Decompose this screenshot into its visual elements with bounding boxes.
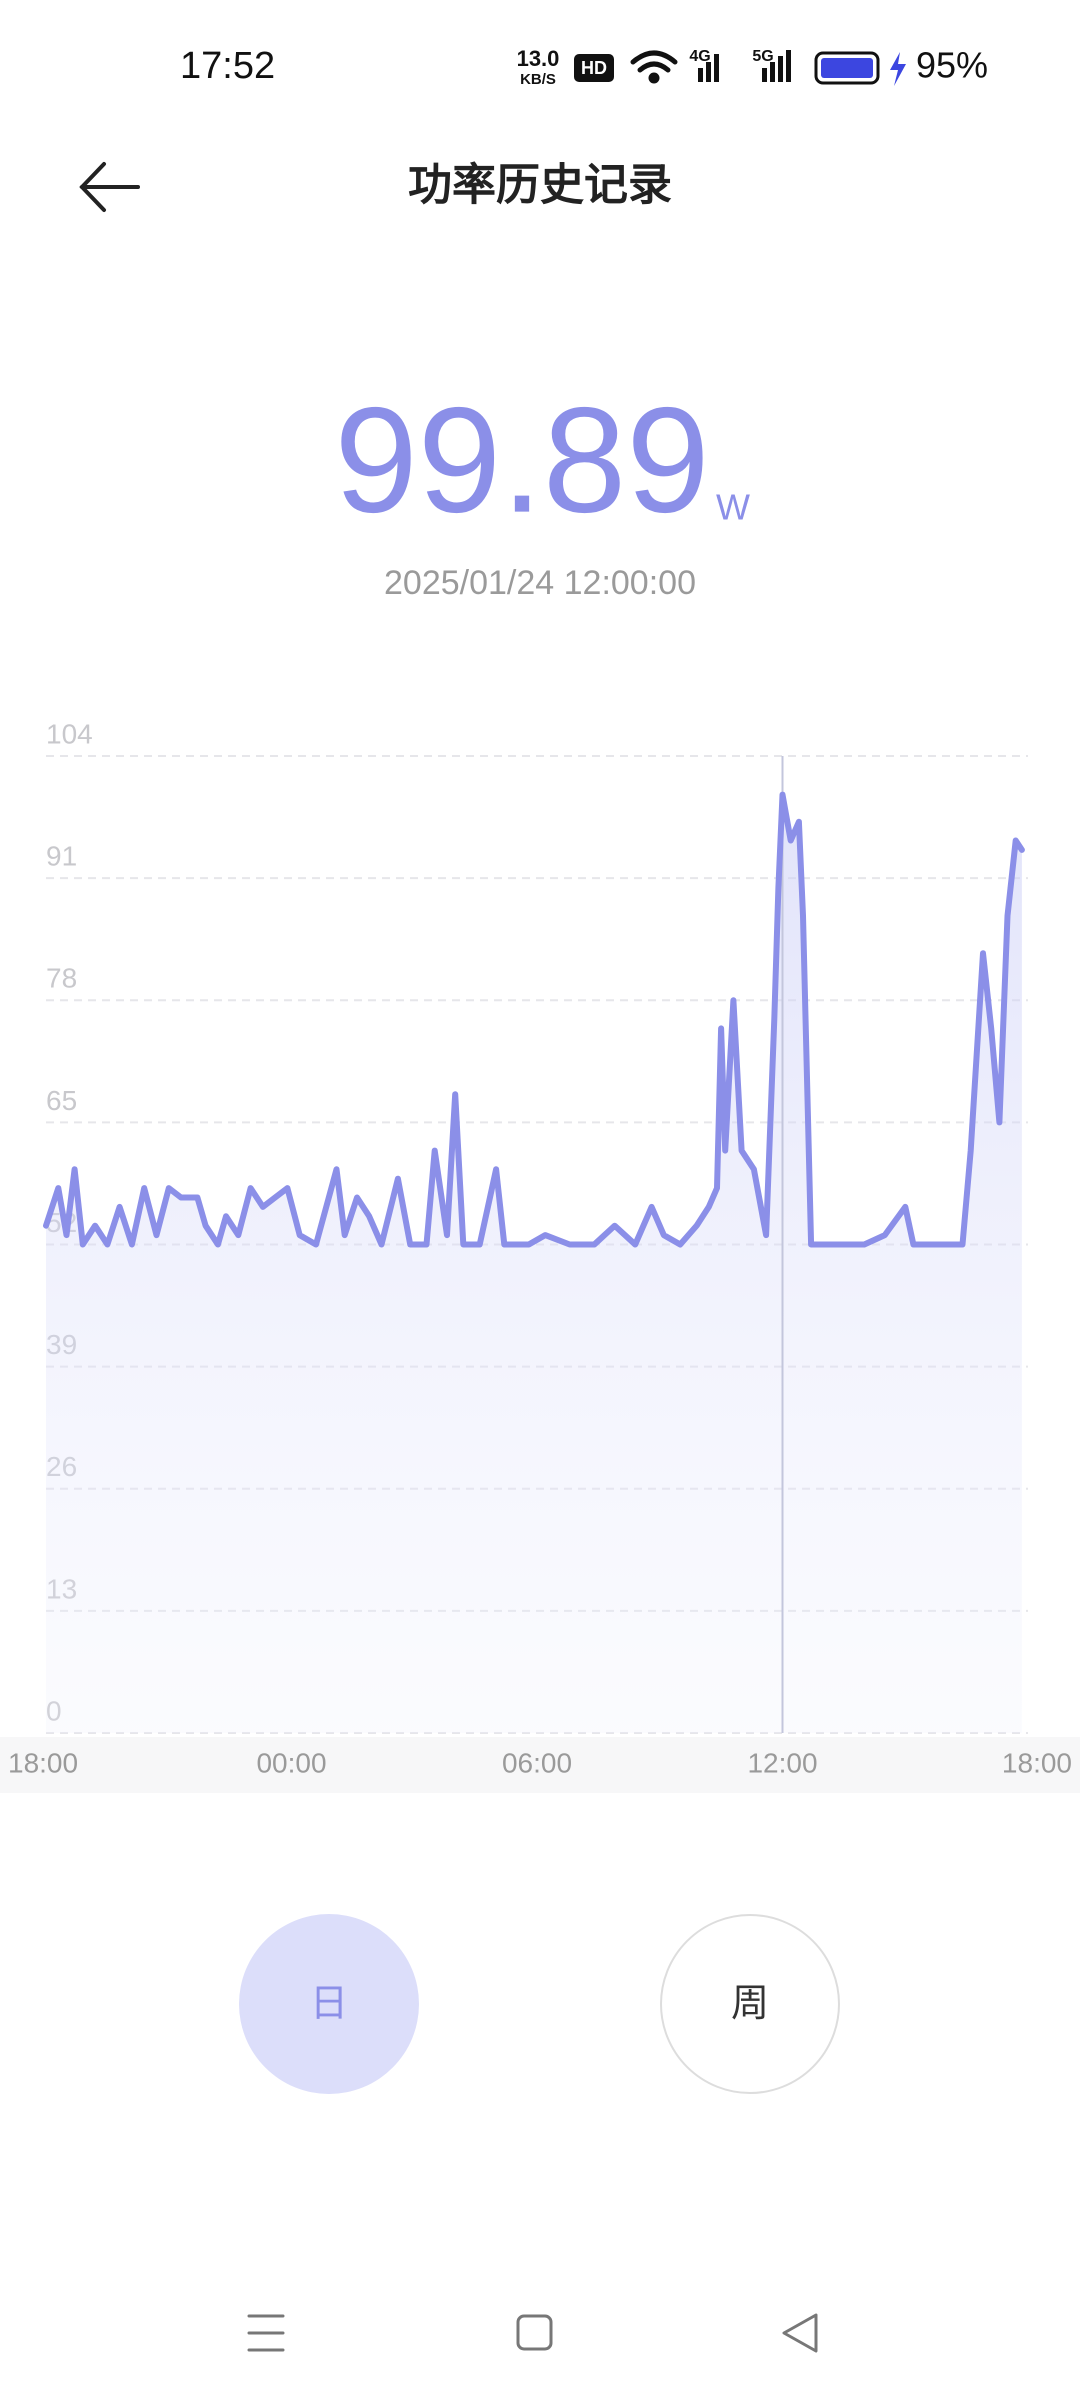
x-tick-label: 00:00	[256, 1747, 326, 1778]
x-tick-label: 12:00	[747, 1747, 817, 1778]
readout-value: 99.89	[334, 376, 709, 544]
nav-menu[interactable]	[247, 2314, 285, 2352]
hd-icon	[574, 54, 614, 82]
y-tick-label: 104	[46, 718, 93, 749]
readout-unit: W	[716, 487, 750, 528]
back-button[interactable]	[79, 162, 140, 212]
x-tick-label: 06:00	[502, 1747, 572, 1778]
nav-back[interactable]	[782, 2313, 818, 2353]
net-speed-unit: KB/S	[520, 71, 556, 88]
battery-percent: 95%	[916, 45, 988, 86]
chart: 01326395265789110418:0000:0006:0012:0018…	[8, 718, 1072, 1778]
tab-week-label[interactable]: 周	[731, 1983, 769, 2025]
signal-2-label: 5G	[752, 48, 773, 65]
tab-day-label[interactable]: 日	[310, 1983, 348, 2025]
area	[46, 794, 1022, 1733]
battery-icon	[814, 51, 880, 85]
net-speed: 13.0	[517, 46, 560, 71]
x-tick-label: 18:00	[1002, 1747, 1072, 1778]
y-tick-label: 91	[46, 841, 77, 872]
signal-2-icon	[762, 50, 791, 82]
tab-week[interactable]	[660, 1914, 840, 2094]
nav-home[interactable]	[516, 2314, 553, 2351]
hd-label: HD	[581, 58, 607, 78]
signal-1-label: 4G	[689, 48, 710, 65]
y-tick-label: 78	[46, 963, 77, 994]
y-tick-label: 65	[46, 1085, 77, 1116]
battery-level	[821, 58, 873, 78]
line	[43, 791, 1025, 1248]
charging-icon	[890, 52, 906, 86]
signal-1-icon	[698, 54, 719, 82]
status-time: 17:52	[180, 45, 275, 87]
tab-day[interactable]	[239, 1914, 419, 2094]
readout-time: 2025/01/24 12:00:00	[384, 564, 696, 602]
wifi-icon	[630, 50, 678, 84]
x-axis-band	[0, 1737, 1080, 1793]
x-tick-label: 18:00	[8, 1747, 78, 1778]
page-title: 功率历史记录	[408, 161, 672, 210]
